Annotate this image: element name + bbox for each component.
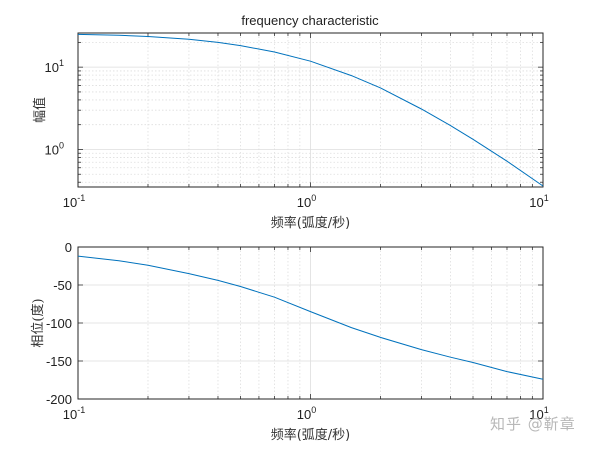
y-tick-label: -100: [46, 316, 72, 331]
chart-title: frequency characteristic: [241, 13, 379, 28]
axes-frame: [77, 246, 544, 400]
x-tick-label: 101: [529, 193, 548, 210]
watermark: 知乎 @靳章: [490, 415, 576, 433]
x-axis-label: 频率(弧度/秒): [271, 427, 351, 443]
x-axis-label: 频率(弧度/秒): [271, 215, 351, 231]
y-tick-label: -50: [53, 278, 72, 293]
y-tick-label: -150: [46, 354, 72, 369]
y-axis-label: 幅值: [32, 97, 48, 123]
y-tick-label: 100: [45, 140, 64, 157]
x-tick-label: 100: [297, 405, 316, 422]
y-axis-label: 相位(度): [30, 298, 46, 347]
magnitude-curve: [77, 33, 544, 187]
axes-frame: [77, 32, 544, 188]
y-tick-label: -200: [46, 392, 72, 407]
x-tick-label: 100: [297, 193, 316, 210]
phase-curve: [77, 255, 544, 380]
x-tick-label: 10-1: [63, 193, 85, 210]
y-tick-label: 0: [65, 240, 72, 255]
x-tick-label: 10-1: [63, 405, 85, 422]
magnitude-axes: 10-1 100 101 100 101 频率(弧度/秒) 幅值: [32, 32, 549, 231]
y-tick-label: 101: [45, 58, 64, 75]
